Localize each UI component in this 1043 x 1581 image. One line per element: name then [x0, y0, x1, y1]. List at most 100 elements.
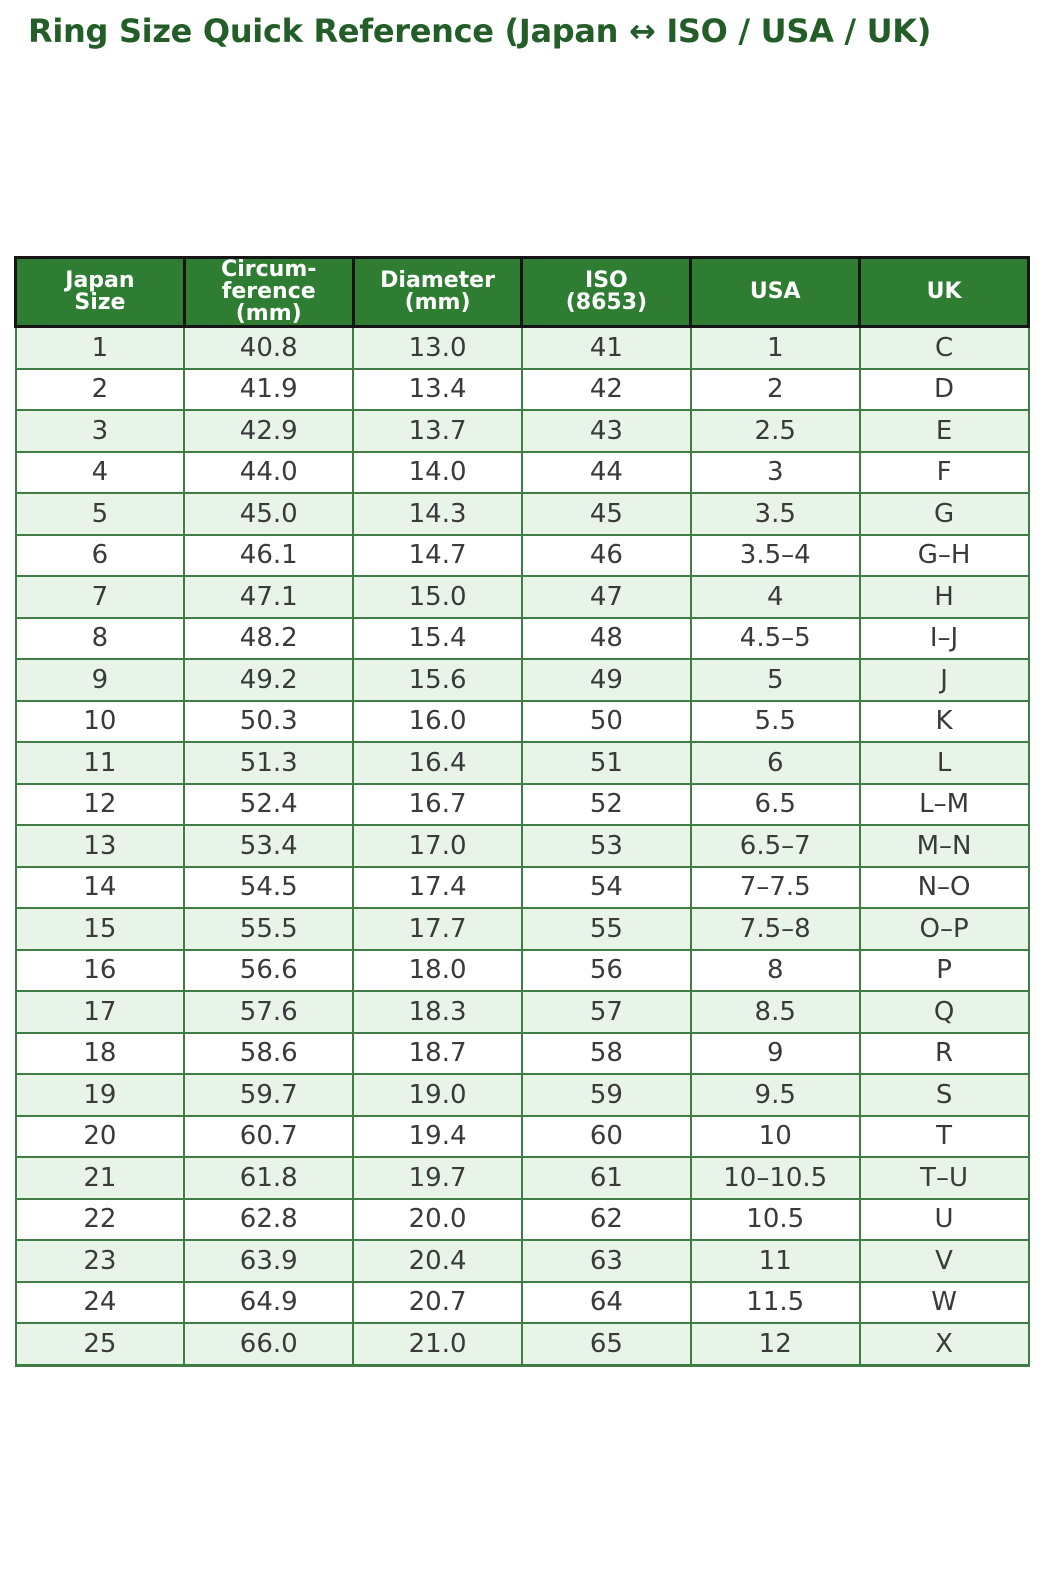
cell-uk: V — [858, 1239, 1030, 1283]
cell-circumference: 52.4 — [183, 782, 355, 826]
cell-circumference: 45.0 — [183, 492, 355, 536]
table-row: 1 40.8 13.0 41 1 C — [14, 325, 1030, 370]
cell-uk: R — [858, 1031, 1030, 1075]
cell-usa: 11.5 — [689, 1280, 861, 1324]
cell-usa: 9 — [689, 1031, 861, 1075]
cell-uk: G — [858, 492, 1030, 536]
cell-diameter: 15.6 — [352, 658, 523, 702]
cell-japan-size: 19 — [14, 1073, 186, 1117]
cell-circumference: 55.5 — [183, 907, 355, 951]
table-row: 9 49.2 15.6 49 5 J — [14, 658, 1030, 702]
cell-uk: K — [858, 699, 1030, 743]
page: { "chart_data": { "type": "table", "titl… — [0, 12, 1043, 1581]
cell-diameter: 15.0 — [352, 575, 523, 619]
cell-usa: 7.5–8 — [689, 907, 861, 951]
cell-iso: 48 — [520, 616, 692, 660]
cell-iso: 55 — [520, 907, 692, 951]
cell-iso: 53 — [520, 824, 692, 868]
cell-japan-size: 15 — [14, 907, 186, 951]
cell-iso: 58 — [520, 1031, 692, 1075]
cell-diameter: 16.7 — [352, 782, 523, 826]
table-row: 22 62.8 20.0 62 10.5 U — [14, 1197, 1030, 1241]
cell-iso: 59 — [520, 1073, 692, 1117]
cell-circumference: 54.5 — [183, 865, 355, 909]
cell-japan-size: 13 — [14, 824, 186, 868]
table-row: 12 52.4 16.7 52 6.5 L–M — [14, 782, 1030, 826]
cell-diameter: 17.4 — [352, 865, 523, 909]
table-row: 17 57.6 18.3 57 8.5 Q — [14, 990, 1030, 1034]
cell-iso: 46 — [520, 533, 692, 577]
cell-japan-size: 2 — [14, 367, 186, 411]
cell-uk: X — [858, 1322, 1030, 1367]
cell-iso: 64 — [520, 1280, 692, 1324]
cell-usa: 8 — [689, 948, 861, 992]
cell-uk: G–H — [858, 533, 1030, 577]
cell-uk: O–P — [858, 907, 1030, 951]
col-header-uk: UK — [858, 256, 1030, 328]
table-row: 10 50.3 16.0 50 5.5 K — [14, 699, 1030, 743]
table-row: 20 60.7 19.4 60 10 T — [14, 1114, 1030, 1158]
cell-japan-size: 9 — [14, 658, 186, 702]
table-row: 11 51.3 16.4 51 6 L — [14, 741, 1030, 785]
cell-japan-size: 4 — [14, 450, 186, 494]
table-row: 25 66.0 21.0 65 12 X — [14, 1322, 1030, 1367]
cell-circumference: 51.3 — [183, 741, 355, 785]
table-row: 7 47.1 15.0 47 4 H — [14, 575, 1030, 619]
table-row: 18 58.6 18.7 58 9 R — [14, 1031, 1030, 1075]
cell-japan-size: 25 — [14, 1322, 186, 1367]
cell-usa: 10–10.5 — [689, 1156, 861, 1200]
table-row: 8 48.2 15.4 48 4.5–5 I–J — [14, 616, 1030, 660]
cell-usa: 12 — [689, 1322, 861, 1367]
table-row: 6 46.1 14.7 46 3.5–4 G–H — [14, 533, 1030, 577]
cell-circumference: 40.8 — [183, 325, 355, 370]
cell-usa: 6 — [689, 741, 861, 785]
cell-diameter: 13.4 — [352, 367, 523, 411]
cell-circumference: 50.3 — [183, 699, 355, 743]
cell-japan-size: 17 — [14, 990, 186, 1034]
cell-japan-size: 1 — [14, 325, 186, 370]
table-row: 16 56.6 18.0 56 8 P — [14, 948, 1030, 992]
cell-usa: 3.5–4 — [689, 533, 861, 577]
col-header-iso: ISO (8653) — [520, 256, 693, 328]
cell-circumference: 66.0 — [183, 1322, 355, 1367]
cell-iso: 57 — [520, 990, 692, 1034]
cell-usa: 4.5–5 — [689, 616, 861, 660]
col-header-japan-size: Japan Size — [14, 256, 186, 328]
cell-diameter: 18.0 — [352, 948, 523, 992]
header-row: Japan Size Circum- ference (mm) Diameter… — [14, 256, 1030, 328]
cell-iso: 60 — [520, 1114, 692, 1158]
table-row: 3 42.9 13.7 43 2.5 E — [14, 409, 1030, 453]
cell-japan-size: 23 — [14, 1239, 186, 1283]
cell-circumference: 57.6 — [183, 990, 355, 1034]
cell-usa: 3.5 — [689, 492, 861, 536]
cell-diameter: 18.7 — [352, 1031, 523, 1075]
cell-diameter: 17.0 — [352, 824, 523, 868]
cell-usa: 1 — [689, 325, 861, 370]
cell-usa: 2.5 — [689, 409, 861, 453]
cell-usa: 11 — [689, 1239, 861, 1283]
cell-diameter: 19.4 — [352, 1114, 523, 1158]
cell-usa: 6.5 — [689, 782, 861, 826]
cell-diameter: 18.3 — [352, 990, 523, 1034]
cell-japan-size: 6 — [14, 533, 186, 577]
cell-diameter: 19.0 — [352, 1073, 523, 1117]
cell-japan-size: 3 — [14, 409, 186, 453]
cell-circumference: 46.1 — [183, 533, 355, 577]
cell-diameter: 13.7 — [352, 409, 523, 453]
cell-diameter: 17.7 — [352, 907, 523, 951]
cell-circumference: 44.0 — [183, 450, 355, 494]
cell-uk: S — [858, 1073, 1030, 1117]
cell-japan-size: 14 — [14, 865, 186, 909]
cell-circumference: 48.2 — [183, 616, 355, 660]
table-row: 19 59.7 19.0 59 9.5 S — [14, 1073, 1030, 1117]
cell-circumference: 53.4 — [183, 824, 355, 868]
cell-usa: 7–7.5 — [689, 865, 861, 909]
cell-uk: P — [858, 948, 1030, 992]
cell-circumference: 61.8 — [183, 1156, 355, 1200]
cell-uk: L — [858, 741, 1030, 785]
cell-uk: Q — [858, 990, 1030, 1034]
cell-uk: H — [858, 575, 1030, 619]
cell-circumference: 49.2 — [183, 658, 355, 702]
cell-uk: N–O — [858, 865, 1030, 909]
cell-diameter: 15.4 — [352, 616, 523, 660]
